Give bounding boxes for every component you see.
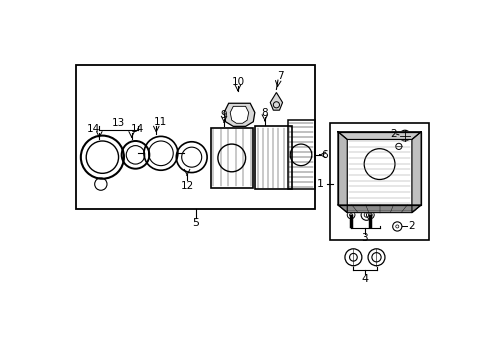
Circle shape	[349, 213, 352, 216]
Text: 3: 3	[361, 233, 367, 243]
Circle shape	[364, 149, 394, 180]
Text: 4: 4	[361, 274, 368, 284]
Text: 9: 9	[220, 110, 227, 120]
Text: 6: 6	[321, 150, 327, 160]
Polygon shape	[224, 103, 254, 126]
Polygon shape	[337, 132, 420, 139]
Text: 2: 2	[389, 129, 396, 139]
Text: 13: 13	[112, 117, 125, 127]
Text: 8: 8	[261, 108, 267, 118]
Text: 5: 5	[192, 217, 199, 228]
Polygon shape	[230, 106, 248, 123]
Text: 11: 11	[154, 117, 167, 127]
Polygon shape	[411, 132, 420, 213]
Text: 7: 7	[276, 71, 283, 81]
Text: 10: 10	[231, 77, 244, 87]
Polygon shape	[270, 93, 282, 110]
Polygon shape	[337, 132, 346, 213]
Text: 12: 12	[180, 181, 193, 191]
Bar	[254, 126, 291, 189]
Text: 2: 2	[407, 221, 414, 231]
Text: 14: 14	[131, 125, 144, 134]
Bar	[210, 128, 253, 188]
Bar	[76, 65, 314, 209]
Text: 1: 1	[316, 179, 323, 189]
Bar	[329, 122, 428, 239]
Polygon shape	[337, 205, 420, 213]
Text: 14: 14	[86, 125, 100, 134]
Circle shape	[368, 213, 371, 216]
Bar	[287, 120, 314, 189]
